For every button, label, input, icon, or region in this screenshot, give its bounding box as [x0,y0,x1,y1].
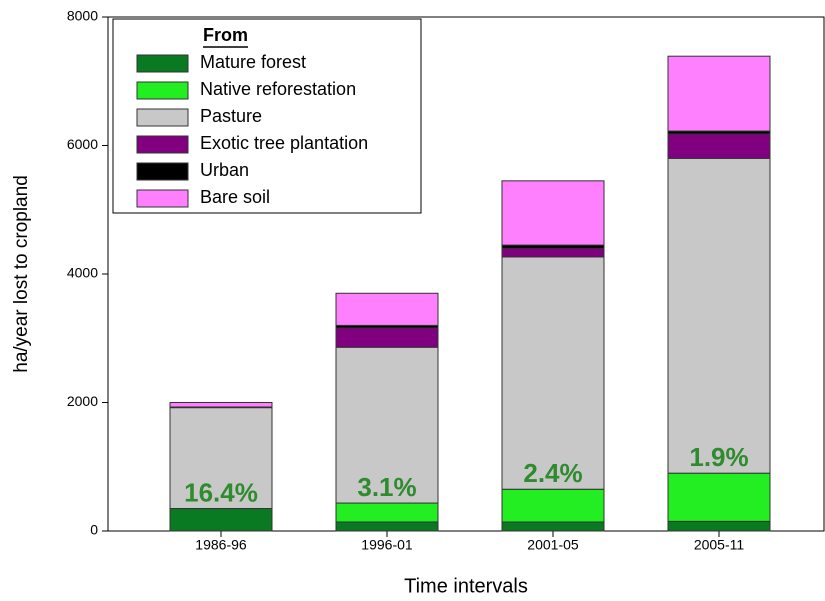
bar-annotation: 1.9% [689,442,748,472]
bar-annotation: 2.4% [523,458,582,488]
legend-swatch [136,54,189,73]
y-tick-label: 6000 [67,136,98,152]
legend-swatch [136,81,189,100]
bar-segment [335,502,439,523]
bar-segment [501,256,605,490]
x-axis-label: Time intervals [404,575,528,597]
y-tick-label: 2000 [67,393,98,409]
legend-swatch [136,162,189,181]
bar-segment [667,472,771,522]
legend-label: Pasture [200,106,262,126]
x-tick-label: 2001-05 [527,537,579,553]
y-tick-label: 4000 [67,265,98,281]
legend-label: Mature forest [200,52,306,72]
bar-annotation: 16.4% [184,477,258,507]
bar-segment [667,520,771,532]
bar-segment [335,292,439,326]
legend-label: Urban [200,160,249,180]
y-tick-label: 8000 [67,8,98,24]
bar-segment [335,327,439,348]
x-tick-label: 2005-11 [694,537,745,553]
y-tick-label: 0 [90,522,98,538]
legend-swatch [136,108,189,127]
bar-annotation: 3.1% [357,472,416,502]
bar-segment [501,521,605,532]
bar-segment [335,346,439,504]
x-tick-label: 1986-96 [195,537,247,553]
bar-segment [501,180,605,246]
legend-swatch [136,135,189,154]
bar-segment [667,157,771,474]
bar-segment [335,521,439,532]
legend-label: Native reforestation [200,79,356,99]
legend-label: Bare soil [200,187,270,207]
bar-segment [169,402,273,408]
bar-segment [169,508,273,532]
bar-segment [501,488,605,523]
bar-segment [501,247,605,258]
legend-title: From [203,25,248,45]
legend-swatch [136,189,189,208]
y-axis-label: ha/year lost to cropland [11,175,32,373]
x-tick-label: 1996-01 [361,537,413,553]
bar-segment [667,55,771,132]
legend-label: Exotic tree plantation [200,133,368,153]
bar-segment [667,133,771,159]
